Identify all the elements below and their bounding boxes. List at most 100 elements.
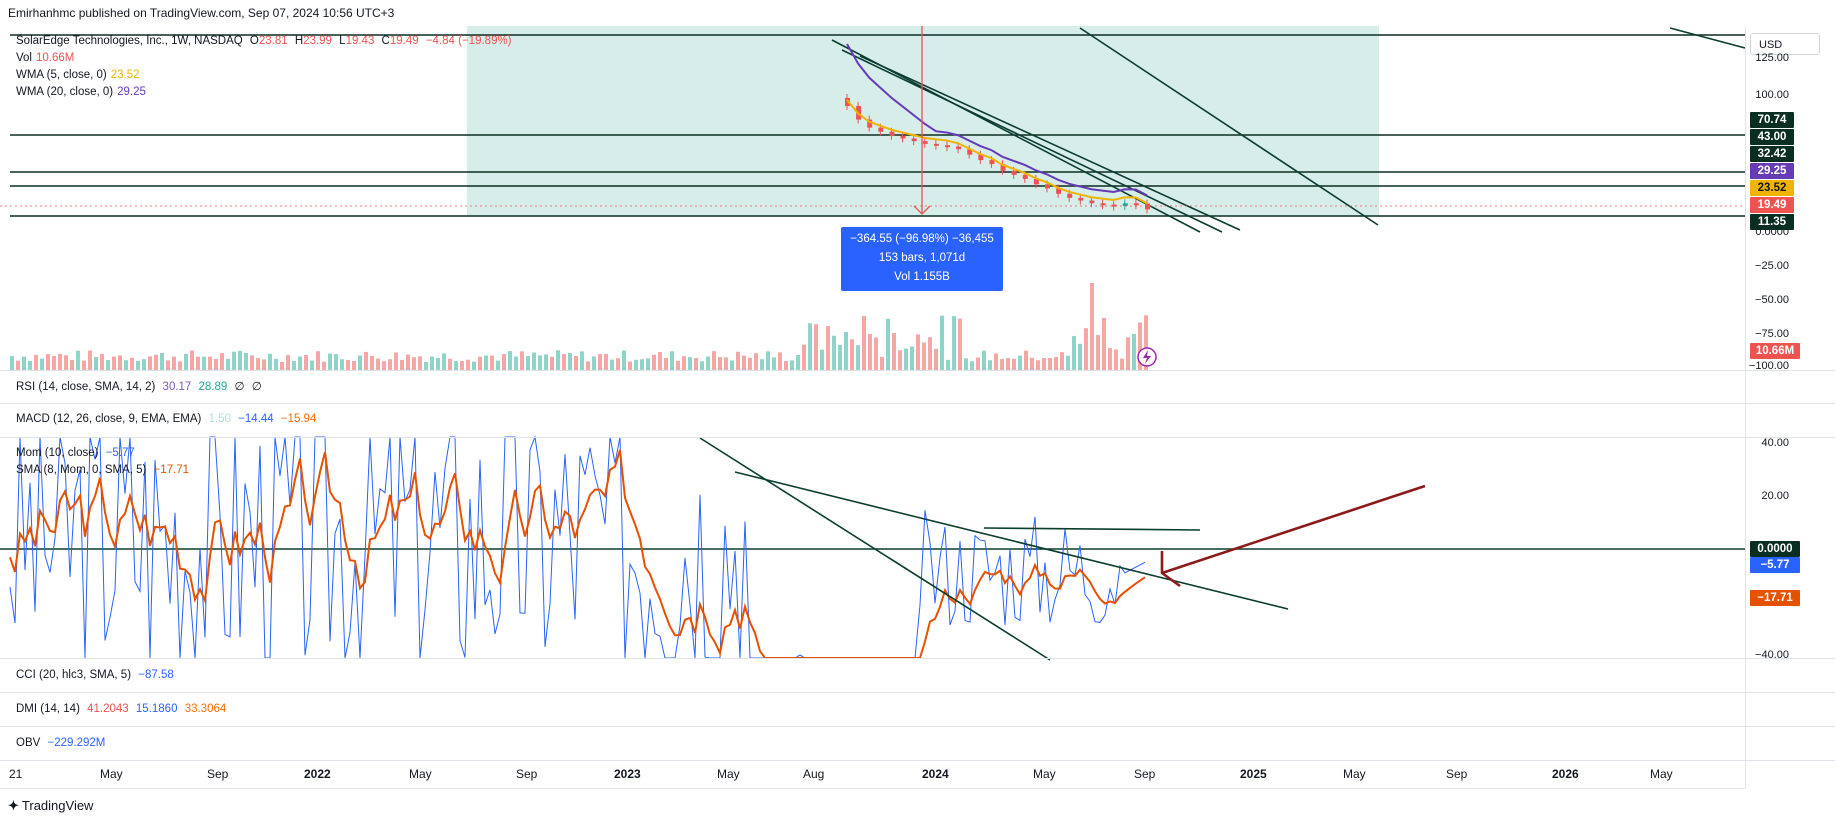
rsi-band-lower: ∅ bbox=[251, 381, 262, 393]
mom-value: −5.77 bbox=[105, 447, 135, 459]
volume-bar bbox=[856, 345, 860, 370]
currency-selector[interactable]: USD bbox=[1750, 33, 1820, 55]
volume-bar bbox=[424, 361, 428, 370]
mom-trend-lines bbox=[699, 437, 1289, 661]
sma-line bbox=[9, 449, 1146, 659]
volume-bar bbox=[28, 361, 32, 370]
time-tick: May bbox=[100, 767, 123, 781]
price-tick-label: −100.00 bbox=[1748, 360, 1789, 372]
cci-legend[interactable]: CCI (20, hlc3, SMA, 5) −87.58 bbox=[16, 669, 178, 681]
symbol-legend[interactable]: SolarEdge Technologies, Inc., 1W, NASDAQ… bbox=[16, 35, 516, 47]
sma-legend[interactable]: SMA (8, Mom, 0, SMA, 5) −17.71 bbox=[16, 464, 193, 476]
volume-bar bbox=[466, 359, 470, 370]
wma5-line bbox=[846, 99, 1148, 205]
volume-bar bbox=[274, 358, 278, 370]
candle bbox=[1078, 197, 1084, 201]
price-tick-label: −75.00 bbox=[1755, 328, 1789, 340]
volume-bar bbox=[160, 352, 164, 370]
high-label: H bbox=[294, 35, 304, 47]
obv-value: −229.292M bbox=[47, 737, 106, 749]
obv-label: OBV bbox=[16, 737, 41, 749]
candle bbox=[1056, 188, 1062, 194]
volume-bar bbox=[460, 361, 464, 370]
volume-bar bbox=[400, 360, 404, 370]
volume-bar bbox=[58, 353, 62, 370]
volume-bar bbox=[892, 333, 896, 370]
volume-bar bbox=[526, 356, 530, 370]
mom-legend[interactable]: Mom (10, close) −5.77 bbox=[16, 447, 139, 459]
wma20-legend[interactable]: WMA (20, close, 0) 29.25 bbox=[16, 86, 150, 98]
price-tick-label: −25.00 bbox=[1755, 260, 1789, 272]
volume-bar bbox=[448, 358, 452, 370]
volume-bar bbox=[1030, 357, 1034, 370]
dmi-legend[interactable]: DMI (14, 14) 41.2043 15.1860 33.3064 bbox=[16, 703, 230, 715]
low-value: 19.43 bbox=[345, 35, 375, 47]
volume-bar bbox=[796, 354, 800, 370]
volume-bar bbox=[490, 355, 494, 370]
volume-bar bbox=[604, 353, 608, 370]
volume-legend[interactable]: Vol 10.66M bbox=[16, 52, 78, 64]
volume-bar bbox=[844, 331, 848, 370]
volume-bar bbox=[166, 360, 170, 370]
candle bbox=[1000, 164, 1006, 171]
wma5-legend[interactable]: WMA (5, close, 0) 23.52 bbox=[16, 69, 144, 81]
candle bbox=[1145, 203, 1150, 210]
rsi-legend[interactable]: RSI (14, close, SMA, 14, 2) 30.17 28.89 … bbox=[16, 379, 266, 393]
volume-bar bbox=[766, 351, 770, 370]
volume-bar bbox=[376, 358, 380, 370]
candle bbox=[867, 119, 873, 128]
volume-bar bbox=[370, 356, 374, 370]
volume-bar bbox=[634, 359, 638, 370]
volume-bar bbox=[442, 353, 446, 370]
volume-bar bbox=[328, 353, 332, 370]
volume-bar bbox=[82, 360, 86, 370]
level-badge: 32.42 bbox=[1750, 146, 1794, 162]
obv-legend[interactable]: OBV −229.292M bbox=[16, 737, 109, 749]
sma-badge: −17.71 bbox=[1750, 590, 1800, 606]
volume-bars bbox=[10, 283, 1148, 370]
volume-bar bbox=[838, 344, 842, 370]
volume-bar bbox=[124, 360, 128, 370]
tradingview-footer[interactable]: ✦ TradingView bbox=[8, 798, 93, 814]
volume-bar bbox=[1042, 358, 1046, 370]
symbol-name: SolarEdge Technologies, Inc., 1W, NASDAQ bbox=[16, 35, 243, 47]
volume-bar bbox=[322, 361, 326, 370]
close-value: 19.49 bbox=[389, 35, 419, 47]
volume-bar bbox=[1084, 328, 1088, 370]
macd-legend[interactable]: MACD (12, 26, close, 9, EMA, EMA) 1.50 −… bbox=[16, 413, 320, 425]
volume-bar bbox=[946, 359, 950, 370]
volume-bar bbox=[262, 359, 266, 370]
volume-bar bbox=[586, 361, 590, 370]
volume-bar bbox=[178, 361, 182, 370]
candle bbox=[978, 154, 984, 161]
volume-bar bbox=[880, 357, 884, 370]
volume-bar bbox=[202, 356, 206, 370]
rsi-band-upper: ∅ bbox=[234, 381, 245, 393]
volume-bar bbox=[982, 350, 986, 370]
candle bbox=[945, 145, 950, 148]
candle bbox=[1122, 203, 1128, 206]
volume-bar bbox=[22, 356, 26, 370]
candle bbox=[1133, 203, 1139, 206]
lightning-icon[interactable] bbox=[1137, 347, 1157, 367]
volume-bar bbox=[868, 333, 872, 370]
open-label: O bbox=[249, 35, 259, 47]
volume-bar bbox=[910, 346, 914, 370]
volume-bar bbox=[694, 358, 698, 370]
rsi-ma-value: 28.89 bbox=[198, 381, 228, 393]
level-badge: 43.00 bbox=[1750, 129, 1794, 145]
volume-bar bbox=[562, 354, 566, 370]
measure-change: −364.55 (−96.98%) −36,455 bbox=[850, 233, 994, 245]
volume-bar bbox=[226, 358, 230, 370]
high-value: 23.99 bbox=[303, 35, 332, 47]
volume-bar bbox=[754, 353, 758, 370]
volume-bar bbox=[820, 349, 824, 370]
trend-line bbox=[1079, 27, 1379, 226]
volume-bar bbox=[964, 358, 968, 370]
volume-bar bbox=[1066, 355, 1070, 370]
price-tick-label: −50.00 bbox=[1755, 294, 1789, 306]
volume-bar bbox=[592, 356, 596, 370]
volume-bar bbox=[646, 358, 650, 370]
volume-bar bbox=[94, 356, 98, 370]
